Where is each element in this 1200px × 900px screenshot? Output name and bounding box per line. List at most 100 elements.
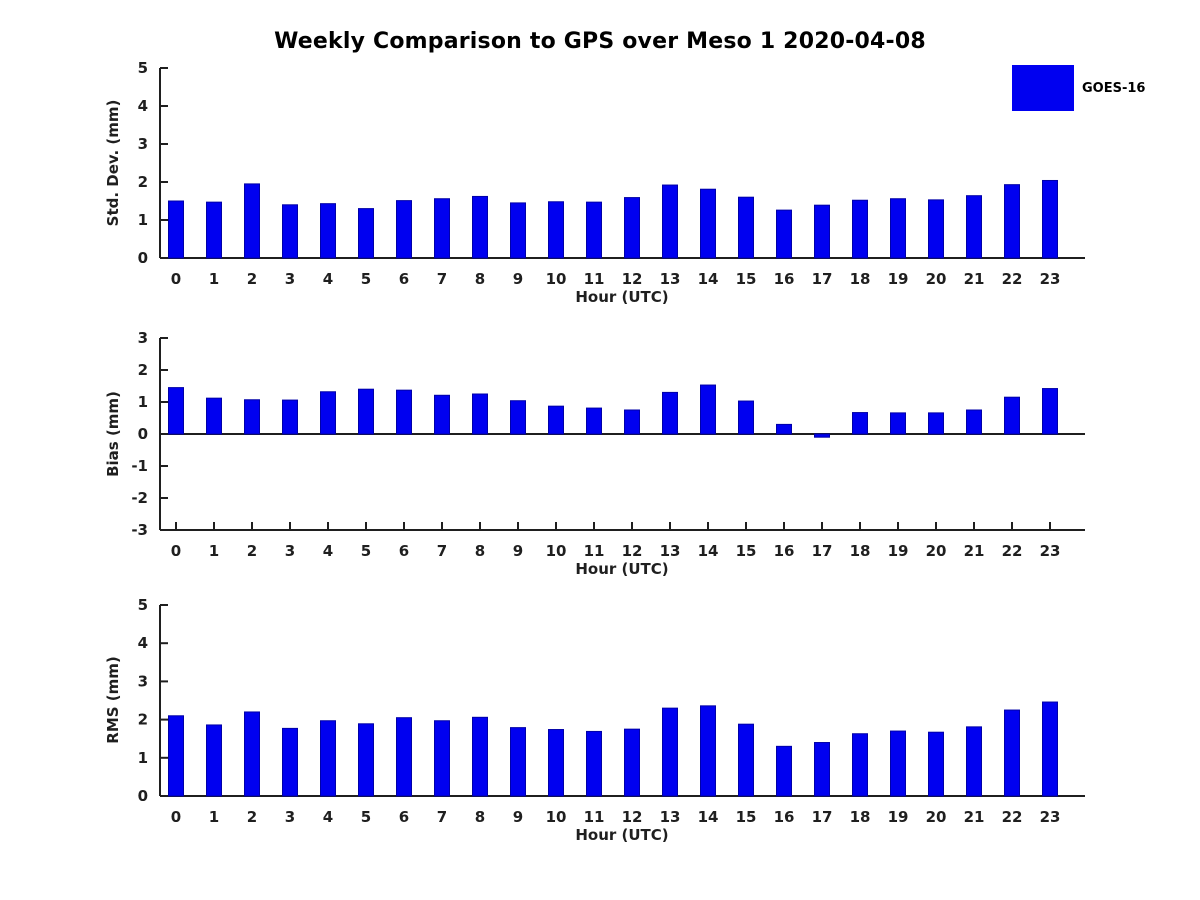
x-tick-label: 8	[475, 542, 485, 560]
y-tick-label: 4	[138, 634, 148, 652]
rms-x-axis-title: Hour (UTC)	[575, 826, 668, 844]
bar-hour-21	[966, 726, 982, 797]
legend-label-goes16: GOES-16	[1082, 80, 1146, 96]
bar-hour-20	[928, 731, 944, 797]
x-tick-label: 16	[774, 270, 795, 288]
x-tick-label: 1	[209, 808, 219, 826]
y-tick-label: -1	[131, 457, 148, 475]
bar-hour-9	[510, 727, 526, 797]
x-tick-label: 21	[964, 270, 985, 288]
bar-hour-8	[472, 393, 488, 435]
bar-hour-14	[700, 705, 716, 797]
bar-hour-22	[1004, 709, 1020, 797]
x-tick-label: 5	[361, 542, 371, 560]
x-tick-label: 18	[850, 270, 871, 288]
bar-hour-2	[244, 399, 260, 435]
x-tick-label: 6	[399, 270, 409, 288]
x-tick-label: 11	[584, 542, 605, 560]
bar-hour-0	[168, 715, 184, 797]
bar-hour-10	[548, 201, 564, 259]
x-tick-label: 9	[513, 270, 523, 288]
x-tick-label: 4	[323, 808, 333, 826]
bar-hour-11	[586, 730, 602, 797]
bar-hour-16	[776, 745, 792, 797]
x-tick-label: 17	[812, 542, 833, 560]
x-tick-label: 19	[888, 542, 909, 560]
x-tick-label: 0	[171, 808, 181, 826]
x-tick-label: 9	[513, 808, 523, 826]
bar-hour-15	[738, 723, 754, 797]
y-tick-label: 1	[138, 749, 148, 767]
bar-hour-21	[966, 409, 982, 435]
x-tick-label: 1	[209, 542, 219, 560]
bar-hour-8	[472, 195, 488, 259]
bar-hour-23	[1042, 701, 1058, 797]
x-tick-label: 4	[323, 542, 333, 560]
x-tick-label: 20	[926, 808, 947, 826]
bar-hour-19	[890, 730, 906, 797]
y-tick-label: 0	[138, 249, 148, 267]
bias-x-axis-title: Hour (UTC)	[575, 560, 668, 578]
bar-hour-17	[814, 433, 830, 438]
bar-hour-17	[814, 204, 830, 259]
x-tick-label: 8	[475, 808, 485, 826]
x-tick-label: 13	[660, 270, 681, 288]
x-tick-label: 12	[622, 270, 643, 288]
x-tick-label: 9	[513, 542, 523, 560]
bar-hour-9	[510, 202, 526, 259]
bar-hour-13	[662, 707, 678, 797]
bar-hour-4	[320, 203, 336, 259]
bar-hour-11	[586, 407, 602, 435]
chart-title: Weekly Comparison to GPS over Meso 1 202…	[274, 29, 926, 54]
bar-hour-3	[282, 204, 298, 259]
x-tick-label: 16	[774, 542, 795, 560]
x-tick-label: 15	[736, 542, 757, 560]
bar-hour-7	[434, 394, 450, 435]
y-tick-label: 3	[138, 135, 148, 153]
x-tick-label: 3	[285, 270, 295, 288]
x-tick-label: 19	[888, 808, 909, 826]
bar-hour-17	[814, 742, 830, 797]
bias-y-axis-title: Bias (mm)	[104, 391, 122, 477]
bar-hour-16	[776, 209, 792, 259]
bar-hour-15	[738, 400, 754, 435]
bar-hour-13	[662, 184, 678, 259]
bar-hour-12	[624, 197, 640, 259]
bar-hour-6	[396, 717, 412, 797]
x-tick-label: 13	[660, 808, 681, 826]
bar-hour-20	[928, 199, 944, 259]
x-tick-label: 0	[171, 542, 181, 560]
bar-hour-19	[890, 412, 906, 435]
bar-hour-23	[1042, 388, 1058, 435]
bar-hour-2	[244, 711, 260, 797]
y-tick-label: 4	[138, 97, 148, 115]
y-tick-label: 1	[138, 211, 148, 229]
x-tick-label: 14	[698, 542, 719, 560]
x-tick-label: 10	[546, 270, 567, 288]
x-tick-label: 11	[584, 808, 605, 826]
x-tick-label: 14	[698, 808, 719, 826]
y-tick-label: 2	[138, 361, 148, 379]
x-tick-label: 12	[622, 808, 643, 826]
bar-hour-4	[320, 720, 336, 797]
x-tick-label: 23	[1040, 542, 1061, 560]
bar-hour-10	[548, 405, 564, 435]
stddev-y-axis-title: Std. Dev. (mm)	[104, 100, 122, 227]
y-tick-label: 2	[138, 173, 148, 191]
y-tick-label: -2	[131, 489, 148, 507]
x-tick-label: 18	[850, 542, 871, 560]
x-tick-label: 0	[171, 270, 181, 288]
bar-hour-7	[434, 198, 450, 259]
x-tick-label: 2	[247, 542, 257, 560]
x-tick-label: 10	[546, 542, 567, 560]
x-tick-label: 22	[1002, 270, 1023, 288]
y-tick-label: -3	[131, 521, 148, 539]
bar-hour-18	[852, 412, 868, 435]
y-tick-label: 5	[138, 596, 148, 614]
bar-hour-12	[624, 728, 640, 797]
x-tick-label: 7	[437, 270, 447, 288]
y-tick-label: 0	[138, 425, 148, 443]
x-tick-label: 17	[812, 270, 833, 288]
